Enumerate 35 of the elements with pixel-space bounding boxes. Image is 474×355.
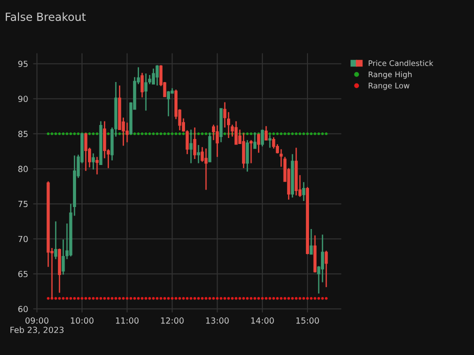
candlestick — [166, 90, 170, 117]
candlestick — [260, 128, 264, 148]
candlestick — [140, 72, 144, 98]
y-tick-label: 80 — [18, 166, 28, 172]
candlestick — [234, 120, 238, 145]
candlestick — [272, 136, 276, 150]
chart-title: False Breakout — [6, 12, 86, 21]
candlestick — [310, 228, 313, 255]
candlestick — [152, 68, 155, 85]
candlestick — [92, 152, 95, 170]
x-tick-label: 10:00 — [70, 317, 94, 324]
y-tick-label: 70 — [18, 236, 28, 242]
x-tick-label: 12:00 — [161, 317, 184, 324]
candlestick — [144, 72, 148, 112]
x-tick-label: 09:00 Feb 23, 2023 — [10, 317, 64, 334]
candlestick — [324, 250, 328, 288]
candlestick — [196, 144, 200, 164]
y-tick-label: 85 — [18, 130, 28, 138]
candlestick — [126, 122, 129, 143]
candlestick — [96, 156, 99, 176]
candlestick — [246, 139, 249, 172]
y-tick-label: 75 — [18, 200, 28, 208]
candlestick — [302, 182, 306, 202]
candlestick — [250, 139, 253, 164]
candlestick — [156, 64, 159, 86]
candlestick — [204, 148, 208, 190]
y-tick-label: 60 — [18, 306, 28, 312]
x-tick-label: 15:00 — [296, 317, 319, 324]
y-tick-label: 95 — [18, 60, 28, 68]
x-tick-label: 11:00 — [116, 317, 139, 324]
x-tick-label: 13:00 — [206, 317, 229, 324]
y-tick-label: 65 — [18, 270, 28, 278]
x-tick-label: 14:00 — [251, 317, 274, 324]
candlestick — [54, 220, 58, 260]
y-tick-label: 90 — [18, 96, 28, 102]
